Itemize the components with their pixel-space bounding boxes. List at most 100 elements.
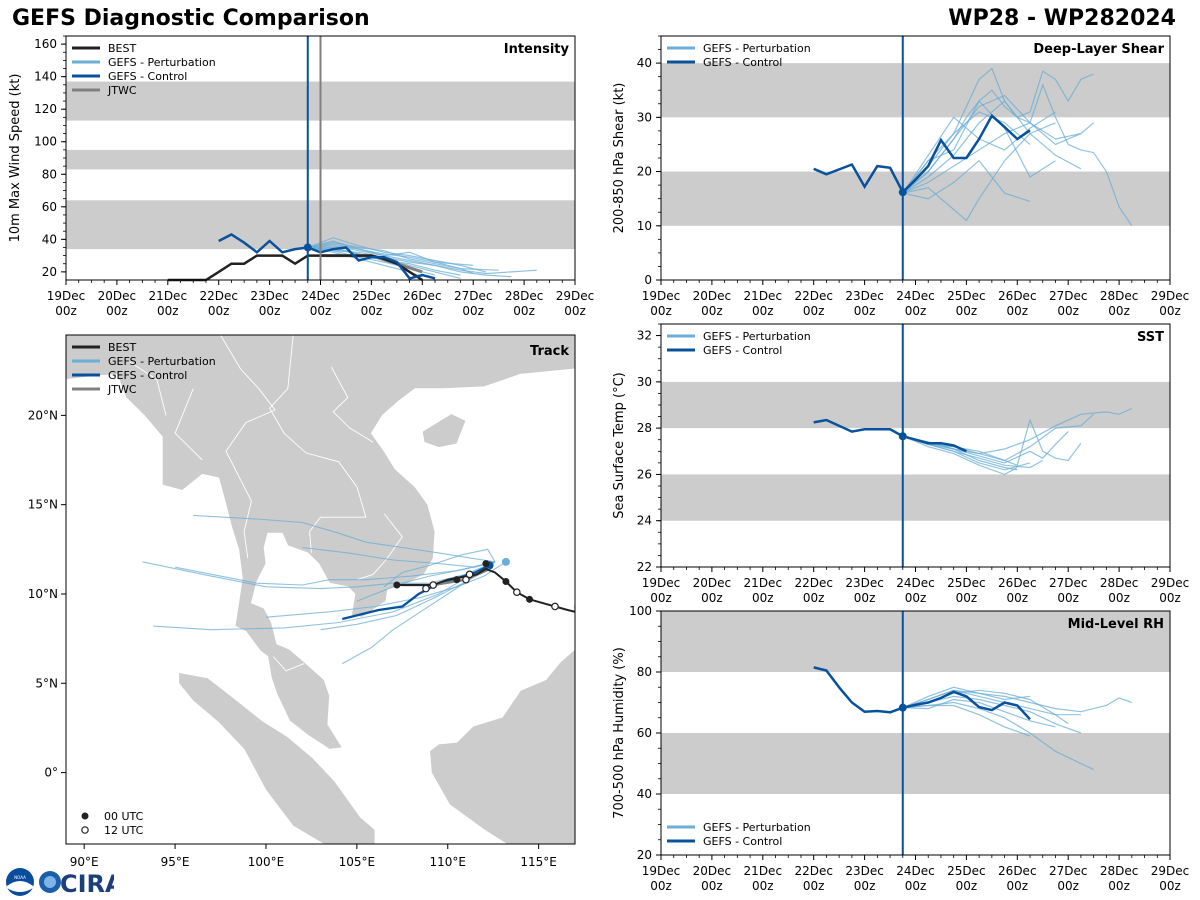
lat-tick-label: 10°N [28, 587, 58, 601]
x-tick-label-day: 27Dec [1049, 289, 1088, 303]
x-tick-label-day: 26Dec [998, 864, 1037, 878]
x-tick-label-hour: 00z [854, 304, 876, 318]
perturbation-series-line [902, 159, 1031, 202]
x-tick-label-hour: 00z [752, 591, 774, 605]
threshold-band [661, 63, 1170, 118]
panel-title: Intensity [504, 42, 570, 57]
y-tick-label: 24 [637, 514, 652, 528]
lon-tick-label: 115°E [520, 855, 557, 869]
x-tick-label-hour: 00z [1007, 591, 1029, 605]
x-tick-label-day: 28Dec [1100, 864, 1139, 878]
init-point-marker [898, 188, 907, 197]
x-tick-label-hour: 00z [106, 304, 128, 318]
x-tick-label-day: 20Dec [693, 289, 732, 303]
perturbation-track [265, 561, 507, 618]
x-tick-label-day: 22Dec [794, 289, 833, 303]
rh-chart: 2040608010019Dec00z20Dec00z21Dec00z22Dec… [612, 604, 1189, 893]
x-tick-label-hour: 00z [1108, 879, 1130, 893]
legend-label-best: BEST [108, 341, 136, 354]
perturbation-start-marker [501, 557, 510, 566]
threshold-band [661, 611, 1170, 672]
x-tick-label-hour: 00z [412, 304, 434, 318]
x-tick-label-day: 20Dec [693, 576, 732, 590]
border-line [220, 335, 276, 559]
x-tick-label-day: 21Dec [744, 576, 783, 590]
lon-tick-label: 100°E [248, 855, 285, 869]
y-tick-label: 120 [34, 102, 57, 116]
perturbation-series-line [902, 701, 1094, 771]
y-axis-label: Sea Surface Temp (°C) [612, 372, 627, 519]
control-series-line [218, 233, 436, 280]
x-tick-label-hour: 00z [1159, 591, 1181, 605]
x-tick-label-hour: 00z [650, 591, 672, 605]
x-tick-label-hour: 00z [1108, 591, 1130, 605]
y-tick-label: 0 [644, 273, 652, 287]
x-tick-label-hour: 00z [803, 879, 825, 893]
panel-title: SST [1137, 330, 1164, 345]
x-tick-label-day: 29Dec [1151, 864, 1190, 878]
lon-tick-label: 105°E [339, 855, 376, 869]
x-tick-label-hour: 00z [55, 304, 77, 318]
cira-logo-text: CIRA [60, 870, 114, 898]
border-line [129, 361, 167, 416]
x-tick-label-day: 29Dec [1151, 576, 1190, 590]
x-tick-label-hour: 00z [956, 304, 978, 318]
x-tick-label-hour: 00z [803, 304, 825, 318]
y-tick-label: 30 [637, 110, 652, 124]
y-tick-label: 60 [637, 726, 652, 740]
best-12utc-marker [513, 588, 521, 596]
x-tick-label-hour: 00z [701, 591, 723, 605]
y-tick-label: 140 [34, 70, 57, 84]
land-polygon [178, 672, 376, 844]
border-line [174, 388, 203, 461]
border-line [356, 513, 403, 581]
y-tick-label: 32 [637, 329, 652, 343]
x-tick-label-day: 25Dec [947, 289, 986, 303]
x-tick-label-hour: 00z [650, 879, 672, 893]
best-00utc-marker [482, 560, 490, 568]
x-tick-label-day: 26Dec [998, 289, 1037, 303]
x-tick-label-hour: 00z [1108, 304, 1130, 318]
y-tick-label: 40 [637, 56, 652, 70]
perturbation-series-line [307, 240, 474, 275]
x-tick-label-hour: 00z [1159, 304, 1181, 318]
x-tick-label-hour: 00z [803, 591, 825, 605]
x-tick-label-hour: 00z [513, 304, 535, 318]
init-point-marker [898, 703, 907, 712]
legend-label-control: GEFS - Control [703, 344, 782, 357]
noaa-logo-text: NOAA [14, 875, 26, 880]
x-tick-label-day: 23Dec [845, 289, 884, 303]
y-axis-label: 700-500 hPa Humidity (%) [612, 647, 627, 819]
noaa-cira-logos: NOAA CIRA [6, 868, 114, 898]
legend-label-00utc: 00 UTC [104, 810, 144, 823]
x-tick-label-hour: 00z [310, 304, 332, 318]
init-point-marker [898, 432, 907, 441]
perturbation-series-line [902, 435, 1018, 476]
x-tick-label-day: 25Dec [947, 864, 986, 878]
x-tick-label-day: 21Dec [744, 289, 783, 303]
legend-label-best: BEST [108, 42, 136, 55]
lat-tick-label: 20°N [28, 408, 58, 422]
x-tick-label-day: 22Dec [199, 289, 238, 303]
x-tick-label-day: 27Dec [1049, 864, 1088, 878]
x-tick-label-hour: 00z [259, 304, 281, 318]
y-tick-label: 26 [637, 467, 652, 481]
storm-id-title: WP28 - WP282024 [948, 6, 1176, 31]
perturbation-series-line [902, 704, 1031, 737]
perturbation-series-line [307, 246, 512, 278]
perturbation-series-line [902, 122, 1056, 222]
y-tick-label: 10 [637, 219, 652, 233]
x-tick-label-day: 22Dec [794, 576, 833, 590]
x-tick-label-day: 25Dec [352, 289, 391, 303]
threshold-band [661, 733, 1170, 794]
perturbation-series-line [902, 100, 1056, 194]
y-tick-label: 40 [42, 232, 57, 246]
x-tick-label-day: 23Dec [250, 289, 289, 303]
best-12utc-marker [465, 570, 474, 579]
perturbation-series-line [902, 698, 1056, 728]
plot-frame [660, 35, 1171, 281]
lon-tick-label: 90°E [70, 855, 99, 869]
lon-tick-label: 95°E [161, 855, 190, 869]
x-tick-label-hour: 00z [650, 304, 672, 318]
y-tick-label: 80 [637, 665, 652, 679]
